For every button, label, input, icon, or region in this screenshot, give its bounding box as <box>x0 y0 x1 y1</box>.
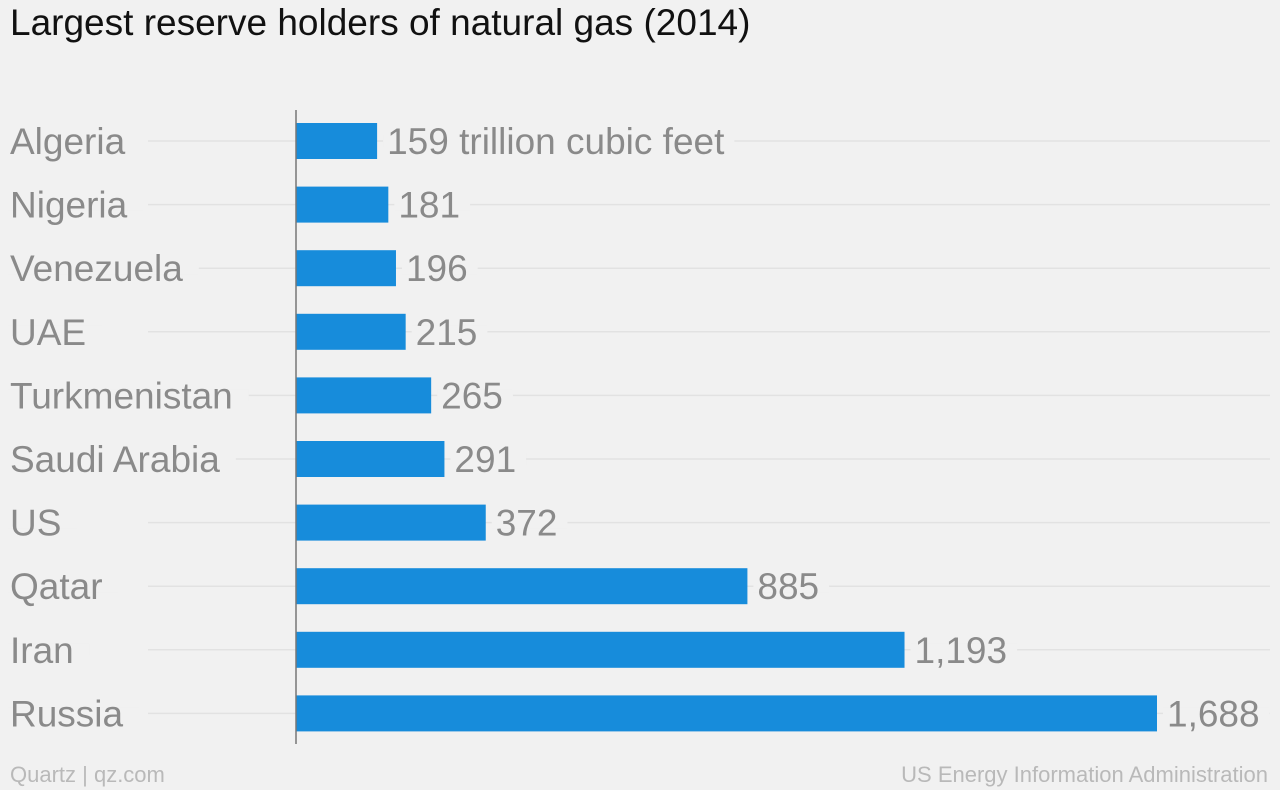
bar <box>296 631 905 668</box>
label-background <box>8 325 103 338</box>
label-background <box>394 198 471 211</box>
label-background <box>1163 707 1270 720</box>
label-background <box>910 643 1018 656</box>
data-label: 885 <box>757 566 819 607</box>
footer-credit: Quartz | qz.com <box>10 762 165 787</box>
category-label: Saudi Arabia <box>10 439 220 480</box>
label-background <box>491 516 568 529</box>
category-label: Russia <box>10 693 124 734</box>
bar <box>296 313 406 350</box>
bar <box>296 504 486 541</box>
label-background <box>753 580 830 593</box>
label-background <box>8 643 90 656</box>
label-background <box>401 262 478 275</box>
label-background <box>8 198 144 211</box>
bar <box>296 441 445 477</box>
category-label: US <box>10 503 61 544</box>
category-label: UAE <box>10 312 86 353</box>
data-label: 196 <box>406 248 468 289</box>
data-label: 1,193 <box>915 630 1008 671</box>
label-background <box>8 707 140 720</box>
label-background <box>450 453 527 465</box>
label-background <box>8 580 119 593</box>
category-label: Venezuela <box>10 248 183 289</box>
label-background <box>8 453 236 465</box>
bar <box>296 250 396 287</box>
category-label: Iran <box>10 630 74 671</box>
chart-title: Largest reserve holders of natural gas (… <box>10 2 751 43</box>
bar <box>296 186 389 223</box>
bar <box>296 123 378 159</box>
label-background <box>8 389 249 402</box>
bar <box>296 377 432 414</box>
category-label: Turkmenistan <box>10 375 233 416</box>
label-background <box>8 262 199 275</box>
data-label: 265 <box>441 375 503 416</box>
data-label: 1,688 <box>1167 693 1260 734</box>
data-label: 291 <box>454 439 516 480</box>
data-label: 181 <box>398 185 460 226</box>
data-label: 159 trillion cubic feet <box>387 121 725 162</box>
bar <box>296 695 1157 732</box>
label-background <box>8 135 142 147</box>
label-background <box>383 135 735 147</box>
category-label: Qatar <box>10 566 103 607</box>
data-label: 215 <box>416 312 478 353</box>
category-label: Algeria <box>10 121 126 162</box>
footer-source: US Energy Information Administration <box>901 762 1268 787</box>
data-label: 372 <box>496 503 558 544</box>
category-label: Nigeria <box>10 185 128 226</box>
label-background <box>437 389 513 402</box>
label-background <box>8 516 78 529</box>
label-background <box>411 325 488 338</box>
bar <box>296 568 748 605</box>
